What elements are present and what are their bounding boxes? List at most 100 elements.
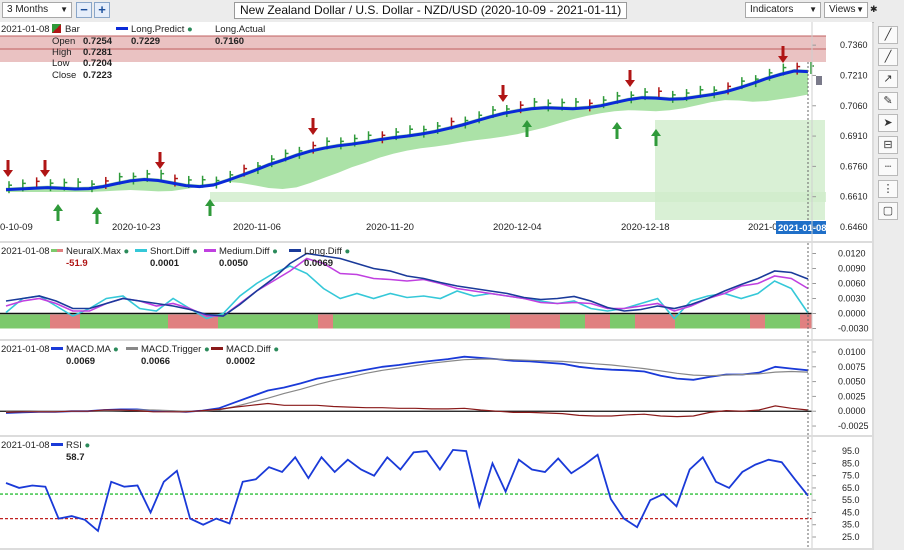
macd-date: 2021-01-08 <box>1 344 50 355</box>
ray-tool-icon[interactable]: ↗ <box>878 70 898 88</box>
y-tick-label: 75.0 <box>842 471 860 481</box>
minus-icon: − <box>80 2 88 17</box>
y-tick-label: 0.0000 <box>838 406 866 416</box>
macd-chart[interactable]: 0.0100 0.0075 0.0050 0.0025 0.0000 -0.0025 <box>0 341 872 435</box>
sell-arrow-icon <box>155 162 165 169</box>
line-tool-icon[interactable]: ╱ <box>878 26 898 44</box>
zoom-out-button[interactable]: − <box>76 2 92 18</box>
pin-icon[interactable]: ✱ <box>870 4 878 14</box>
buy-arrow-icon <box>53 204 63 211</box>
rsi-chart[interactable]: 95.0 85.0 75.0 65.0 55.0 45.0 35.0 25.0 <box>0 437 872 548</box>
macd-diff-value: 0.0002 <box>226 356 256 367</box>
period-select[interactable]: 3 Months ▼ <box>2 2 72 18</box>
zoom-in-button[interactable]: + <box>94 2 110 18</box>
macd-ma-legend: MACD.MA ● <box>51 344 119 355</box>
y-tick-label: 0.7210 <box>840 70 868 80</box>
support-zone <box>655 120 825 220</box>
cursor-date-badge <box>776 221 826 234</box>
ohlc-high: High <box>52 47 72 58</box>
long-diff-label: Long.Diff <box>304 246 342 257</box>
ruler-icon[interactable]: ⊟ <box>878 136 898 154</box>
x-tick-label: 2020-11-06 <box>233 222 281 233</box>
macd-ma-label: MACD.MA <box>66 344 111 355</box>
cursor-icon[interactable]: ➤ <box>878 114 898 132</box>
dot-icon: ● <box>184 24 193 35</box>
macd-diff-label: MACD.Diff <box>226 344 271 355</box>
short-diff-label: Short.Diff <box>150 246 190 257</box>
buy-arrow-icon <box>612 122 622 129</box>
x-tick-label: 2020-12-18 <box>621 222 670 233</box>
ohlc-low: Low <box>52 58 70 69</box>
ohlc-open: Open <box>52 36 75 47</box>
y-tick-label: 0.6760 <box>840 161 868 171</box>
dash-line-icon[interactable]: ┄ <box>878 158 898 176</box>
y-tick-label: 0.6910 <box>840 131 868 141</box>
neuralx-bar <box>510 314 560 329</box>
price-chart[interactable]: 0-10-09 2020-10-23 2020-11-06 2020-11-20 202… <box>0 22 872 241</box>
sell-arrow-icon <box>625 80 635 87</box>
line-swatch <box>289 249 301 252</box>
dot-icon: ● <box>81 440 91 451</box>
y-tick-label: -0.0030 <box>838 324 869 334</box>
period-select-value: 3 Months <box>7 4 49 15</box>
macd-trigger-label: MACD.Trigger <box>141 344 202 355</box>
pencil-icon[interactable]: ✎ <box>878 92 898 110</box>
ohlc-label: Open <box>52 36 76 47</box>
last-price-marker <box>816 76 822 85</box>
y-tick-label: 0.0000 <box>838 309 866 319</box>
sell-arrow-icon <box>498 95 508 102</box>
dot-icon: ● <box>120 246 130 257</box>
line-swatch <box>211 347 223 350</box>
views-dropdown[interactable]: Views ▼ <box>824 2 868 18</box>
neuralx-label: NeuralX.Max <box>66 246 121 257</box>
short-diff-legend: Short.Diff ● <box>135 246 198 257</box>
macd-trigger-value: 0.0066 <box>141 356 171 367</box>
neuralx-bar <box>560 314 585 329</box>
cursor-date-label: 2021-01-08 <box>778 223 827 234</box>
neural-chart[interactable]: 0.0120 0.0090 0.0060 0.0030 0.0000 -0.0030 <box>0 243 872 339</box>
neuralx-bar <box>80 314 100 329</box>
medium-diff-legend: Medium.Diff ● <box>204 246 278 257</box>
long-diff-value: 0.0069 <box>304 258 334 269</box>
long-diff-line <box>5 252 809 317</box>
long-predict-legend: Long.Predict ● <box>116 24 193 35</box>
macd-ma-line <box>5 355 809 414</box>
line-tool-icon[interactable]: ╱ <box>878 48 898 66</box>
y-tick-label: 0.0075 <box>838 362 866 372</box>
macd-panel[interactable]: 0.0100 0.0075 0.0050 0.0025 0.0000 -0.0025 20… <box>0 341 872 435</box>
chevron-down-icon: ▼ <box>60 5 68 14</box>
sell-arrow-icon <box>40 170 50 177</box>
neuralx-bar <box>333 314 510 329</box>
buy-arrow-icon <box>651 129 661 136</box>
macd-ma-value: 0.0069 <box>66 356 96 367</box>
y-tick-label: 0.7060 <box>840 101 868 111</box>
line-swatch <box>51 347 63 350</box>
chevron-down-icon: ▼ <box>809 5 817 14</box>
medium-diff-value: 0.0050 <box>219 258 249 269</box>
neural-panel[interactable]: 0.0120 0.0090 0.0060 0.0030 0.0000 -0.0030 20… <box>0 243 872 339</box>
toolbar: 3 Months ▼ − + New Zealand Dollar / U.S.… <box>0 0 904 23</box>
long-predict-value: 0.7229 <box>131 36 161 47</box>
rsi-legend: RSI ● <box>51 440 90 451</box>
x-tick-label: 2020-11-20 <box>366 222 414 233</box>
ohlc-close: Close <box>52 70 77 81</box>
line-swatch <box>135 249 147 252</box>
bar-label: Bar <box>65 24 80 35</box>
x-tick-label: 2021-0 <box>748 222 778 233</box>
y-tick-label: 95.0 <box>842 446 860 456</box>
grid-icon[interactable]: ⋮ <box>878 180 898 198</box>
y-tick-label: 0.0060 <box>838 279 866 289</box>
price-panel[interactable]: 0-10-09 2020-10-23 2020-11-06 2020-11-20 202… <box>0 22 872 241</box>
rsi-panel[interactable]: 95.0 85.0 75.0 65.0 55.0 45.0 35.0 25.0 2021-01… <box>0 437 872 548</box>
y-tick-label: 55.0 <box>842 495 860 505</box>
callout-icon[interactable]: ▢ <box>878 202 898 220</box>
y-tick-label: 0.6610 <box>840 192 868 202</box>
sell-arrow-icon <box>3 170 13 177</box>
ohlc-open-value: 0.7254 <box>83 36 113 47</box>
views-label: Views <box>829 4 856 15</box>
y-tick-label: 0.0025 <box>838 391 866 401</box>
indicators-dropdown[interactable]: Indicators ▼ <box>745 2 821 18</box>
y-tick-label: 0.7360 <box>840 40 868 50</box>
long-predict-line <box>5 69 809 192</box>
rsi-date: 2021-01-08 <box>1 440 50 451</box>
